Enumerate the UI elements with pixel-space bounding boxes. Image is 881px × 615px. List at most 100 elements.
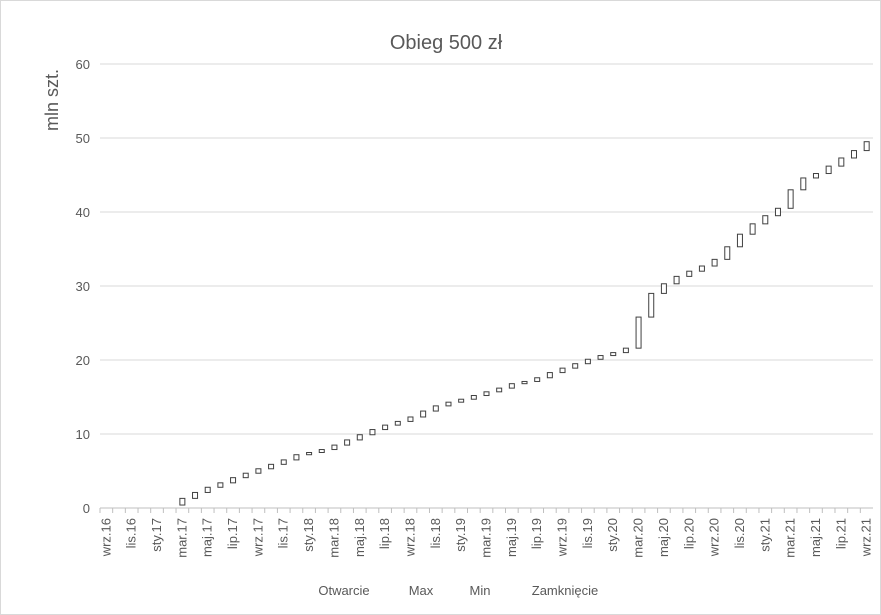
candle-body <box>293 454 300 461</box>
candle-body <box>470 395 477 400</box>
candle-body <box>432 405 439 412</box>
candle-body <box>660 283 667 294</box>
x-tick-label: mar.20 <box>631 518 646 558</box>
y-tick-label: 30 <box>76 279 90 294</box>
candle-body <box>787 189 794 209</box>
x-tick-label: wrz.21 <box>859 518 874 557</box>
x-tick-label: maj.21 <box>808 518 823 557</box>
candle-body <box>584 358 591 365</box>
x-tick-label: lis.17 <box>276 518 291 548</box>
candle-body <box>445 401 452 407</box>
x-tick-label: wrz.16 <box>98 518 113 557</box>
candle-body <box>217 482 224 488</box>
x-tick-label: wrz.19 <box>555 518 570 557</box>
candle-body <box>534 377 541 382</box>
legend-label: Otwarcie <box>318 583 369 598</box>
candle-body <box>192 491 199 499</box>
candle-body <box>179 497 186 506</box>
x-tick-label: mar.17 <box>174 518 189 558</box>
candle-body <box>280 459 287 465</box>
x-tick-label: mar.18 <box>326 518 341 558</box>
candle-body <box>838 157 845 167</box>
candle-body <box>483 391 490 397</box>
candle-body <box>546 372 553 379</box>
x-tick-label: sty.18 <box>301 518 316 552</box>
candle-body <box>420 410 427 418</box>
x-tick-label: lip.19 <box>529 518 544 549</box>
candle-body <box>382 424 389 431</box>
x-tick-label: lis.20 <box>732 518 747 548</box>
candle-body <box>762 215 769 225</box>
candle-body <box>572 363 579 369</box>
y-tick-label: 10 <box>76 427 90 442</box>
candle-body <box>344 439 351 446</box>
candle-body <box>724 246 731 260</box>
x-tick-label: lis.18 <box>428 518 443 548</box>
x-tick-label: sty.17 <box>149 518 164 552</box>
candle-body <box>331 444 338 451</box>
x-tick-label: sty.20 <box>605 518 620 552</box>
candle-body <box>774 207 781 217</box>
candle-body <box>521 380 528 385</box>
y-axis-title: mln szt. <box>42 69 62 131</box>
candle-body <box>496 387 503 393</box>
legend-label: Zamknięcie <box>532 583 598 598</box>
candle-body <box>204 486 211 493</box>
x-tick-label: lis.19 <box>580 518 595 548</box>
candle-body <box>306 452 313 456</box>
candle-body <box>800 177 807 191</box>
x-tick-label: wrz.17 <box>250 518 265 557</box>
x-tick-label: wrz.18 <box>402 518 417 557</box>
candle-body <box>394 420 401 426</box>
candle-body <box>255 468 262 474</box>
x-tick-label: lis.16 <box>124 518 139 548</box>
candle-body <box>825 165 832 175</box>
candle-body <box>622 347 629 354</box>
candle-body <box>850 150 857 159</box>
x-tick-label: maj.19 <box>504 518 519 557</box>
x-tick-label: maj.17 <box>200 518 215 557</box>
y-tick-label: 50 <box>76 131 90 146</box>
candle-body <box>230 477 237 484</box>
candle-body <box>407 416 414 422</box>
candle-body <box>559 367 566 374</box>
candle-body <box>369 429 376 436</box>
candle-body <box>711 258 718 267</box>
y-tick-label: 40 <box>76 205 90 220</box>
legend-label: Min <box>470 583 491 598</box>
legend-label: Max <box>409 583 434 598</box>
candle-body <box>648 292 655 318</box>
candle-body <box>508 383 515 389</box>
candle-body <box>268 463 275 470</box>
y-tick-label: 60 <box>76 57 90 72</box>
candle-body <box>863 141 870 152</box>
candle-body <box>749 223 756 235</box>
x-tick-label: maj.20 <box>656 518 671 557</box>
x-tick-label: lip.17 <box>225 518 240 549</box>
x-tick-label: lip.21 <box>833 518 848 549</box>
candle-body <box>635 316 642 349</box>
candle-body <box>356 434 363 441</box>
candle-body <box>698 265 705 272</box>
x-tick-label: sty.19 <box>453 518 468 552</box>
candle-body <box>318 449 325 454</box>
candle-body <box>242 472 249 479</box>
x-tick-label: lip.18 <box>377 518 392 549</box>
x-tick-label: mar.21 <box>783 518 798 558</box>
candle-body <box>458 398 465 403</box>
chart-title: Obieg 500 zł <box>390 32 503 54</box>
candle-body <box>597 355 604 360</box>
candle-body <box>673 275 680 285</box>
x-tick-label: mar.19 <box>479 518 494 558</box>
x-tick-label: sty.21 <box>757 518 772 552</box>
candle-body <box>812 173 819 179</box>
candle-body <box>686 270 693 277</box>
y-tick-label: 0 <box>83 501 90 516</box>
candle-body <box>610 352 617 357</box>
y-tick-label: 20 <box>76 353 90 368</box>
x-tick-label: maj.18 <box>352 518 367 557</box>
candle-body <box>736 233 743 248</box>
x-tick-label: lip.20 <box>681 518 696 549</box>
x-tick-label: wrz.20 <box>707 518 722 557</box>
